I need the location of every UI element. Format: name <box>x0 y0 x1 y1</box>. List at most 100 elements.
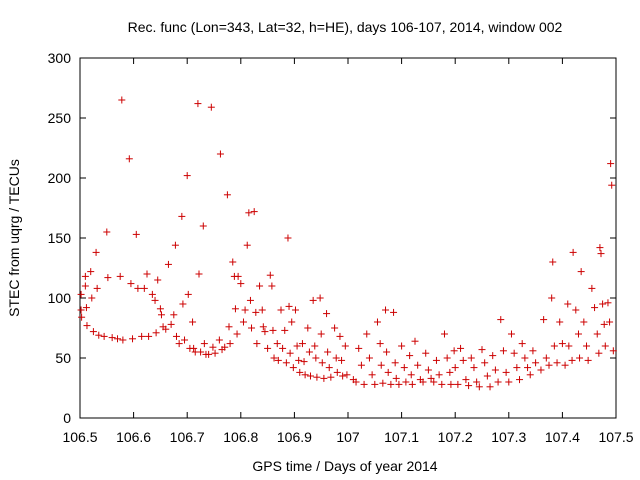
data-point <box>127 280 135 288</box>
data-point <box>116 272 124 280</box>
data-point <box>382 306 390 314</box>
data-point <box>505 378 513 386</box>
data-point <box>332 354 340 362</box>
data-point <box>226 340 234 348</box>
data-point <box>540 316 548 324</box>
data-point <box>352 378 360 386</box>
data-point <box>197 348 205 356</box>
data-point <box>569 248 577 256</box>
data-point <box>205 350 213 358</box>
x-tick-label: 107 <box>336 429 360 445</box>
data-point <box>481 359 489 367</box>
data-point <box>467 354 475 362</box>
data-point <box>285 302 293 310</box>
data-point <box>241 306 249 314</box>
data-point <box>419 378 427 386</box>
data-point <box>526 371 534 379</box>
data-point <box>318 359 326 367</box>
data-point <box>88 294 96 302</box>
data-point <box>313 373 321 381</box>
data-point <box>119 336 127 344</box>
data-point <box>390 308 398 316</box>
data-point <box>459 356 467 364</box>
data-point <box>183 172 191 180</box>
data-point <box>87 268 95 276</box>
data-point <box>215 336 223 344</box>
data-point <box>199 222 207 230</box>
data-point <box>363 330 371 338</box>
data-point <box>607 160 615 168</box>
data-point <box>583 342 591 350</box>
data-point <box>300 358 308 366</box>
data-point <box>406 352 414 360</box>
data-point <box>77 290 85 298</box>
data-point <box>296 368 304 376</box>
data-point <box>129 335 137 343</box>
data-point <box>502 368 510 376</box>
data-point <box>336 332 344 340</box>
data-point <box>181 336 189 344</box>
data-point <box>239 318 247 326</box>
data-point <box>164 260 172 268</box>
data-point <box>221 343 229 351</box>
data-point <box>604 299 612 307</box>
data-point <box>82 304 90 312</box>
data-point <box>194 100 202 108</box>
data-point <box>323 310 331 318</box>
data-point <box>234 272 242 280</box>
data-point <box>430 378 438 386</box>
data-point <box>261 328 269 336</box>
data-point <box>216 150 224 158</box>
data-point <box>245 209 253 217</box>
data-point <box>457 344 465 352</box>
data-point <box>400 364 408 372</box>
data-point <box>572 306 580 314</box>
data-point <box>608 181 616 189</box>
data-point <box>311 342 319 350</box>
data-point <box>282 359 290 367</box>
data-point <box>233 330 241 338</box>
data-point <box>229 258 237 266</box>
x-axis-label: GPS time / Days of year 2014 <box>252 458 437 474</box>
data-point <box>138 332 146 340</box>
data-point <box>211 349 219 357</box>
data-point <box>89 328 97 336</box>
data-point <box>320 374 328 382</box>
y-axis: 0 50 100 150 200 250 300 <box>48 50 616 426</box>
data-point <box>83 322 91 330</box>
data-point <box>231 305 239 313</box>
data-point <box>561 361 569 369</box>
x-tick-label: 106.7 <box>170 429 205 445</box>
data-point <box>178 212 186 220</box>
data-point <box>414 361 422 369</box>
data-point <box>274 356 282 364</box>
data-point <box>253 340 261 348</box>
data-point <box>601 342 609 350</box>
data-point <box>486 383 494 391</box>
data-point <box>341 342 349 350</box>
data-point <box>438 380 446 388</box>
data-point <box>324 348 332 356</box>
data-points <box>77 96 617 391</box>
data-point <box>510 349 518 357</box>
data-point <box>156 305 164 313</box>
data-point <box>470 364 478 372</box>
data-point <box>565 342 573 350</box>
data-point <box>270 354 278 362</box>
data-point <box>333 368 341 376</box>
data-point <box>301 371 309 379</box>
data-point <box>549 258 557 266</box>
y-tick-label: 150 <box>48 230 72 246</box>
data-point <box>357 361 365 369</box>
data-point <box>118 96 126 104</box>
data-point <box>125 155 133 163</box>
data-point <box>422 349 430 357</box>
data-point <box>521 354 529 362</box>
y-tick-label: 250 <box>48 110 72 126</box>
data-point <box>134 284 142 292</box>
data-point <box>291 306 299 314</box>
data-point <box>424 366 432 374</box>
data-point <box>259 323 267 331</box>
data-point <box>450 347 458 355</box>
